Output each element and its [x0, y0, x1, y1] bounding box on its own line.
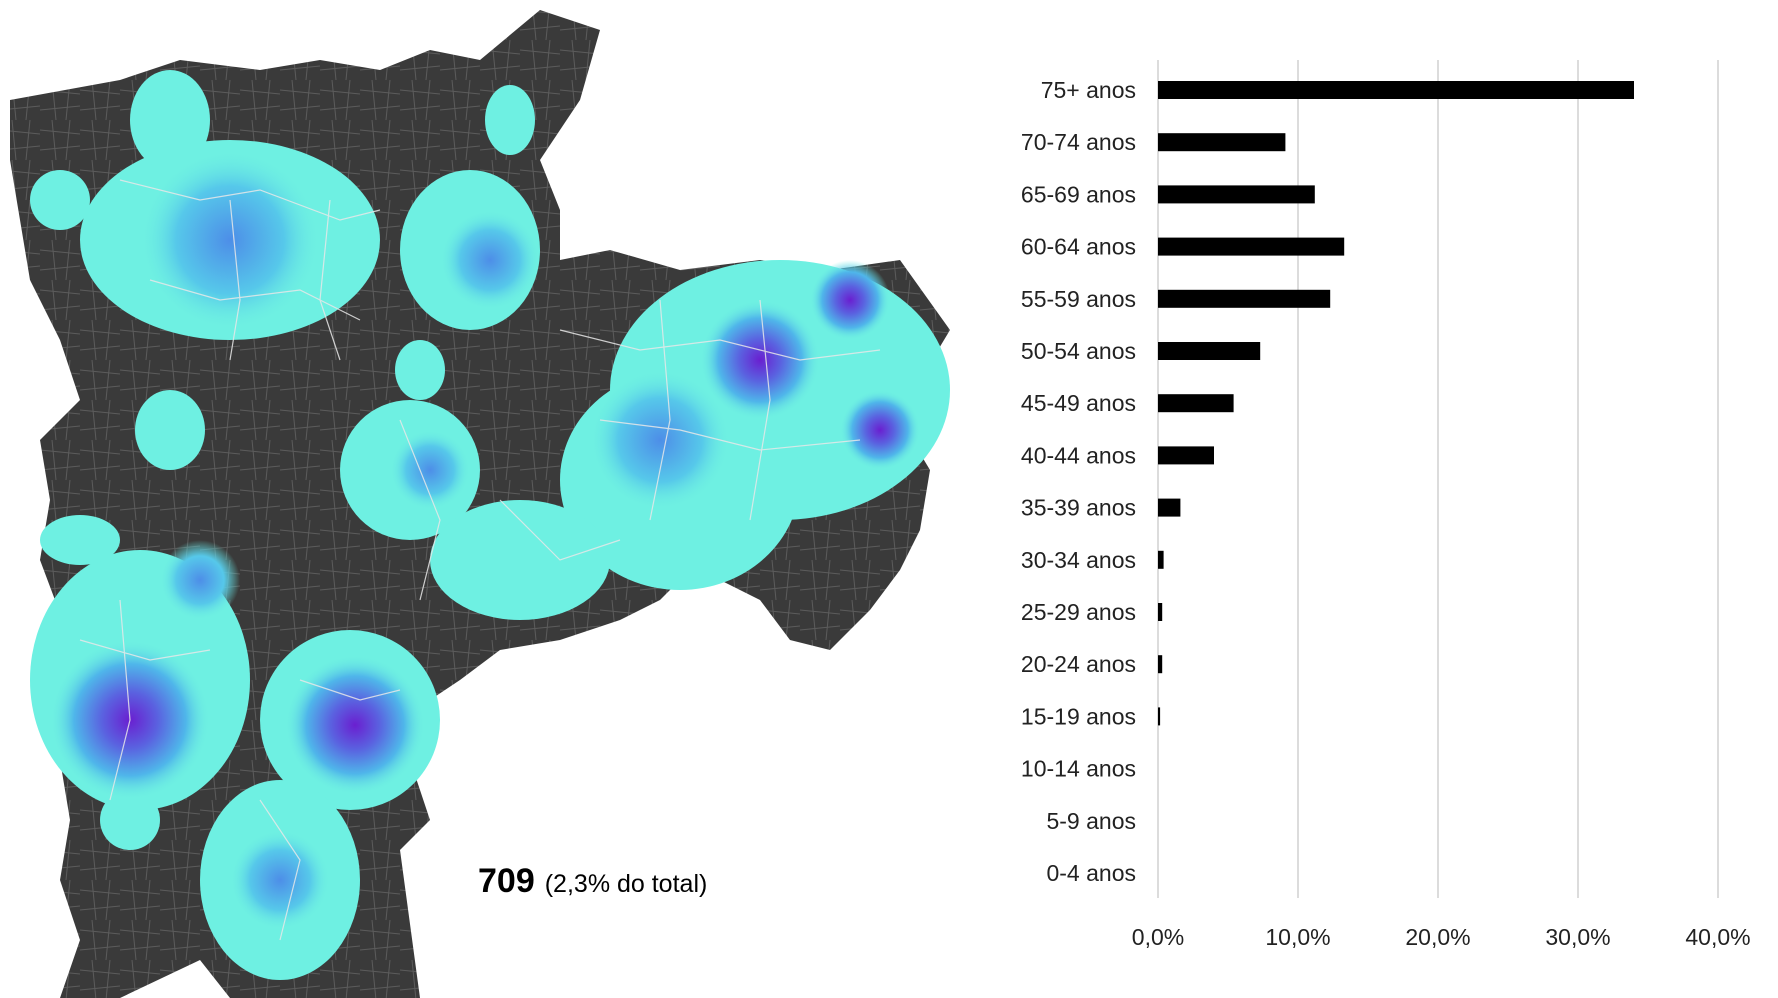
bar: [1158, 237, 1345, 256]
category-label: 15-19 anos: [1021, 703, 1136, 729]
category-label: 20-24 anos: [1021, 651, 1136, 677]
x-tick-label: 30,0%: [1545, 924, 1610, 950]
category-label: 45-49 anos: [1021, 390, 1136, 416]
bar: [1158, 185, 1315, 204]
total-label: 709 (2,3% do total): [478, 862, 707, 901]
bar: [1158, 550, 1164, 569]
category-label: 30-34 anos: [1021, 547, 1136, 573]
category-labels: 75+ anos 70-74 anos 65-69 anos 60-64 anos 55…: [1021, 77, 1136, 886]
total-count: 709: [478, 862, 535, 900]
bar: [1158, 342, 1261, 360]
bars: [1158, 81, 1634, 726]
district-lines: [79, 179, 881, 941]
category-label: 55-59 anos: [1021, 286, 1136, 312]
category-label: 70-74 anos: [1021, 129, 1136, 155]
category-label: 65-69 anos: [1021, 181, 1136, 207]
x-tick-label: 0,0%: [1132, 924, 1184, 950]
total-share: (2,3% do total): [544, 870, 708, 898]
bar: [1158, 81, 1634, 99]
x-tick-label: 10,0%: [1265, 924, 1330, 950]
category-label: 35-39 anos: [1021, 495, 1136, 521]
bar: [1158, 289, 1331, 308]
bar: [1158, 446, 1214, 465]
bar: [1158, 133, 1286, 152]
bar: [1158, 655, 1163, 674]
bar: [1158, 603, 1163, 621]
category-label: 0-4 anos: [1046, 860, 1136, 886]
bar: [1158, 707, 1161, 726]
bar: [1158, 498, 1181, 517]
x-tick-labels: 0,0% 10,0% 20,0% 30,0% 40,0%: [1132, 924, 1751, 950]
heatmap-map-panel: 709 (2,3% do total): [10, 10, 950, 998]
x-tick-label: 40,0%: [1685, 924, 1750, 950]
category-label: 5-9 anos: [1046, 808, 1136, 834]
category-label: 25-29 anos: [1021, 599, 1136, 625]
category-label: 75+ anos: [1041, 77, 1136, 103]
category-label: 40-44 anos: [1021, 442, 1136, 468]
age-bar-chart: 75+ anos 70-74 anos 65-69 anos 60-64 anos 55…: [1021, 60, 1751, 950]
category-label: 10-14 anos: [1021, 756, 1136, 782]
city-heatmap: [10, 10, 950, 998]
category-label: 50-54 anos: [1021, 338, 1136, 364]
bar: [1158, 394, 1234, 413]
category-label: 60-64 anos: [1021, 234, 1136, 260]
x-tick-label: 20,0%: [1405, 924, 1470, 950]
